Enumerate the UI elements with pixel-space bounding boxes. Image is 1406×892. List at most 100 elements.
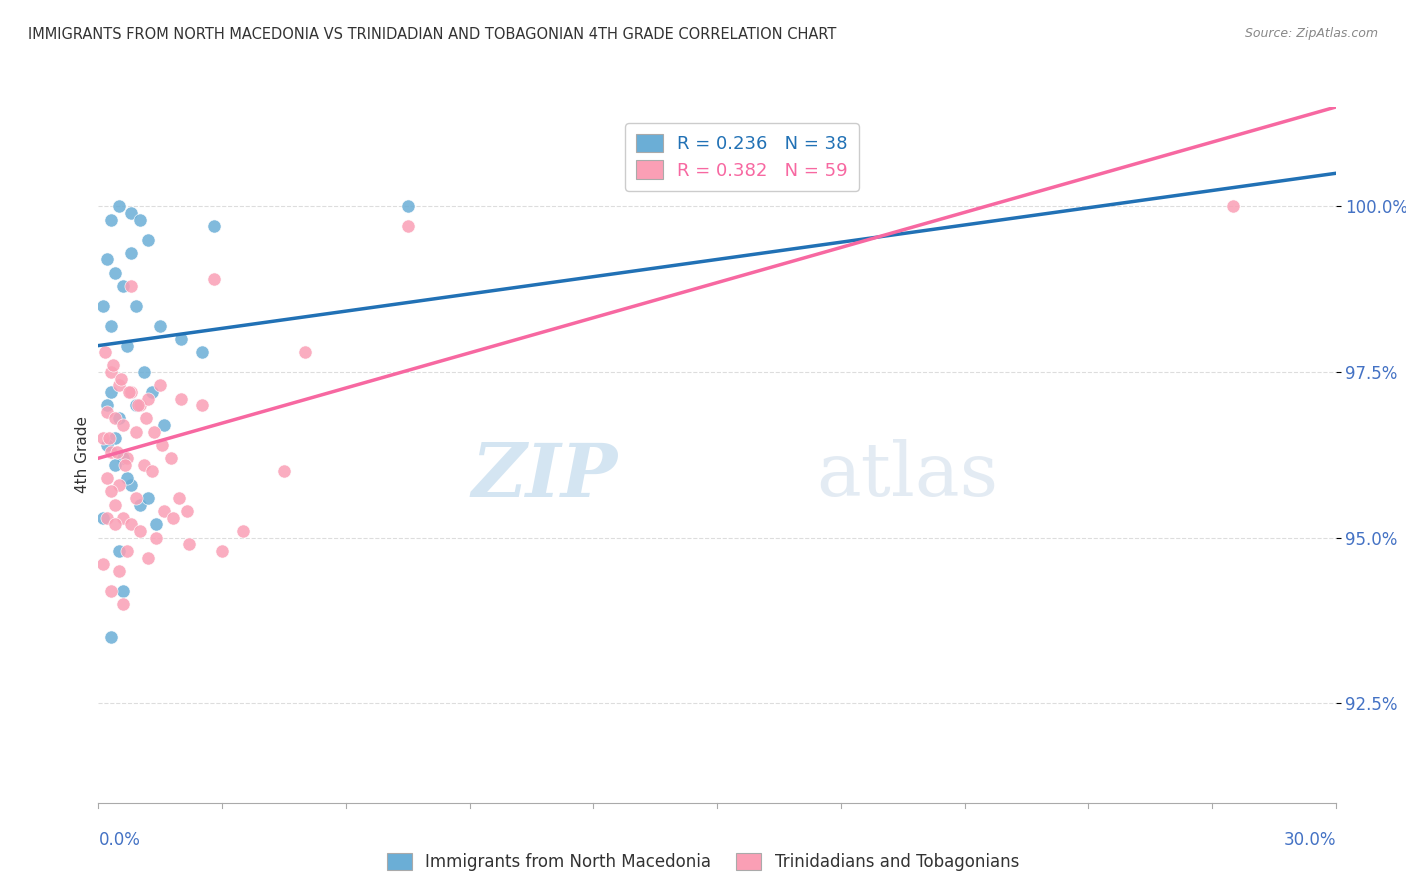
Point [211,544,233,558]
Point [100,484,122,499]
Point [117,451,139,466]
Text: 30.0%: 30.0% [1284,830,1336,848]
Point [108,564,131,578]
Point [202,272,225,286]
Point [120,279,142,293]
Point [114,458,136,472]
Legend: Immigrants from North Macedonia, Trinidadians and Tobagonians: Immigrants from North Macedonia, Trinida… [378,845,1028,880]
Point [100,318,122,333]
Point [136,233,159,247]
Point [104,431,127,445]
Point [112,418,135,433]
Point [170,392,193,406]
Point [97,431,120,445]
Point [232,524,254,538]
Point [110,372,132,386]
Point [112,583,135,598]
Point [104,266,127,280]
Text: ZIP: ZIP [472,440,619,512]
Point [190,398,212,412]
Text: atlas: atlas [815,439,998,512]
Point [273,465,295,479]
Point [96,471,118,485]
Point [396,199,419,213]
Point [112,451,135,466]
Point [91,558,114,572]
Point [91,511,114,525]
Point [143,425,166,439]
Point [104,411,127,425]
Point [124,398,146,412]
Point [104,458,127,472]
Point [120,477,142,491]
Text: Source: ZipAtlas.com: Source: ZipAtlas.com [1244,27,1378,40]
Point [294,345,316,359]
Point [149,378,172,392]
Point [396,219,419,234]
Point [91,431,114,445]
Point [167,491,190,505]
Point [117,544,139,558]
Point [93,345,115,359]
Point [128,212,150,227]
Point [120,245,142,260]
Point [1222,199,1244,213]
Legend: R = 0.236   N = 38, R = 0.382   N = 59: R = 0.236 N = 38, R = 0.382 N = 59 [624,123,859,191]
Point [128,498,150,512]
Point [104,517,127,532]
Point [153,504,176,518]
Point [202,219,225,234]
Point [100,583,122,598]
Point [112,597,135,611]
Text: 0.0%: 0.0% [98,830,141,848]
Point [118,384,141,399]
Point [190,345,212,359]
Point [145,517,167,532]
Point [136,491,159,505]
Point [101,359,124,373]
Point [96,511,118,525]
Point [170,332,193,346]
Point [162,511,184,525]
Point [108,411,131,425]
Point [127,398,149,412]
Point [145,531,167,545]
Point [96,405,118,419]
Point [96,252,118,267]
Point [91,299,114,313]
Point [120,384,142,399]
Point [135,411,157,425]
Point [150,438,173,452]
Point [141,384,163,399]
Point [136,392,159,406]
Point [112,279,135,293]
Point [159,451,181,466]
Point [128,398,150,412]
Point [132,458,155,472]
Point [100,630,122,644]
Point [112,511,135,525]
Y-axis label: 4th Grade: 4th Grade [75,417,90,493]
Point [179,537,201,551]
Point [108,199,131,213]
Point [124,425,146,439]
Point [128,524,150,538]
Point [108,378,131,392]
Point [124,299,146,313]
Point [136,550,159,565]
Point [96,398,118,412]
Point [100,365,122,379]
Point [120,206,142,220]
Point [141,465,163,479]
Point [100,384,122,399]
Point [108,544,131,558]
Text: IMMIGRANTS FROM NORTH MACEDONIA VS TRINIDADIAN AND TOBAGONIAN 4TH GRADE CORRELAT: IMMIGRANTS FROM NORTH MACEDONIA VS TRINI… [28,27,837,42]
Point [120,517,142,532]
Point [100,212,122,227]
Point [100,444,122,458]
Point [117,471,139,485]
Point [117,338,139,352]
Point [96,438,118,452]
Point [176,504,198,518]
Point [104,498,127,512]
